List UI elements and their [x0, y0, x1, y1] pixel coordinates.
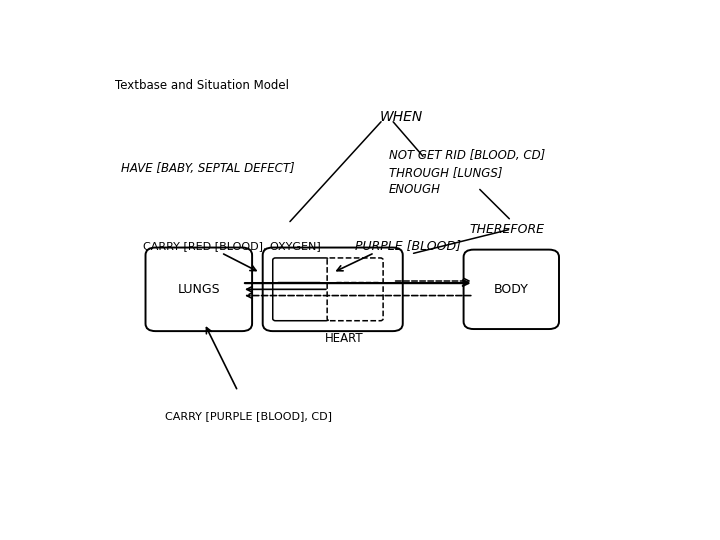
FancyBboxPatch shape	[145, 247, 252, 331]
Text: HEART: HEART	[325, 332, 363, 345]
Text: PURPLE [BLOOD]: PURPLE [BLOOD]	[355, 239, 461, 252]
Text: CARRY [RED [BLOOD], OXYGEN]: CARRY [RED [BLOOD], OXYGEN]	[143, 241, 321, 251]
FancyBboxPatch shape	[327, 258, 383, 321]
Text: Textbase and Situation Model: Textbase and Situation Model	[115, 79, 289, 92]
Text: HAVE [BABY, SEPTAL DEFECT]: HAVE [BABY, SEPTAL DEFECT]	[121, 162, 294, 176]
Text: THEREFORE: THEREFORE	[469, 222, 544, 235]
Text: CARRY [PURPLE [BLOOD], CD]: CARRY [PURPLE [BLOOD], CD]	[166, 411, 333, 421]
Text: BODY: BODY	[494, 283, 528, 296]
Text: WHEN: WHEN	[380, 110, 423, 124]
FancyBboxPatch shape	[464, 249, 559, 329]
Text: LUNGS: LUNGS	[178, 283, 220, 296]
Text: NOT GET RID [BLOOD, CD]
THROUGH [LUNGS]
ENOUGH: NOT GET RID [BLOOD, CD] THROUGH [LUNGS] …	[389, 150, 545, 197]
FancyBboxPatch shape	[273, 258, 329, 321]
FancyBboxPatch shape	[263, 247, 402, 331]
